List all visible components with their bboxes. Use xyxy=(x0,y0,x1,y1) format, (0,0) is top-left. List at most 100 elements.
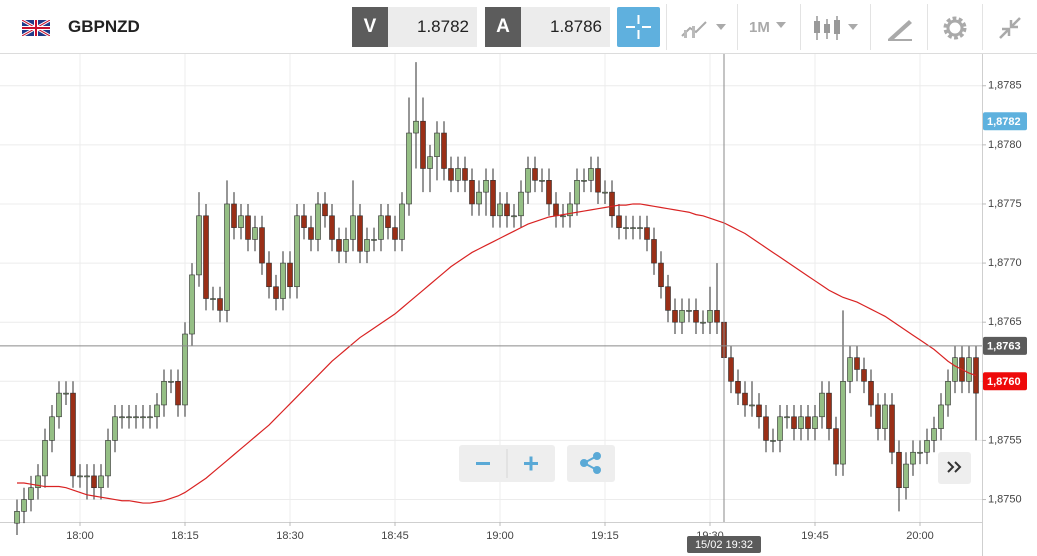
candle-body xyxy=(693,310,699,323)
candle-body xyxy=(322,203,328,217)
candle-body xyxy=(56,392,62,418)
y-tick-label: 1,8765 xyxy=(988,316,1022,328)
candle-style-button[interactable] xyxy=(812,14,862,42)
candle-body xyxy=(469,180,475,205)
candle-body xyxy=(266,262,272,288)
candle-body xyxy=(203,215,209,299)
share-button[interactable] xyxy=(580,452,601,474)
crosshair-time: 15/02 19:32 xyxy=(695,539,753,551)
x-tick-label: 18:15 xyxy=(171,530,199,542)
candle-body xyxy=(875,404,881,429)
candle-body xyxy=(518,191,524,217)
candle-body xyxy=(756,404,762,418)
chart-type-button[interactable] xyxy=(680,16,730,40)
candle-body xyxy=(385,215,391,228)
candle-body xyxy=(84,475,90,478)
candle-body xyxy=(525,168,531,193)
candle-body xyxy=(924,440,930,453)
candle-body xyxy=(665,286,671,311)
candle-body xyxy=(833,428,839,465)
candle-body xyxy=(609,191,615,217)
timeframe[interactable]: 1M xyxy=(749,19,770,36)
candle-body xyxy=(434,132,440,157)
price-badge-label: 1,8782 xyxy=(987,116,1021,128)
candle-body xyxy=(217,298,223,311)
collapse-button[interactable] xyxy=(996,14,1024,42)
candle-body xyxy=(847,357,853,382)
candle-body xyxy=(742,392,748,406)
candle-body xyxy=(175,381,181,406)
scroll-end-icon xyxy=(947,461,962,473)
candle-body xyxy=(812,416,818,429)
candle-body xyxy=(133,416,139,419)
draw-tools-button[interactable] xyxy=(885,14,915,42)
candle-body xyxy=(301,215,307,228)
settings-button[interactable] xyxy=(941,14,969,42)
scroll-end-button[interactable] xyxy=(938,452,971,484)
zoom-out[interactable] xyxy=(476,462,490,465)
price-badge xyxy=(983,336,1027,355)
candle-body xyxy=(399,203,405,240)
crosshair-button[interactable] xyxy=(617,7,660,47)
y-tick-label: 1,8770 xyxy=(988,257,1022,269)
candle-body xyxy=(189,274,195,335)
candle-body xyxy=(252,227,258,240)
zoom-in[interactable] xyxy=(524,456,538,471)
candle-body xyxy=(938,404,944,429)
candle-body xyxy=(105,440,111,477)
candle-body xyxy=(462,168,468,181)
bid-label[interactable]: V xyxy=(352,7,388,47)
candle-body xyxy=(245,215,251,240)
candle-body xyxy=(749,404,755,407)
candle-body xyxy=(595,168,601,193)
candle-body xyxy=(350,215,356,240)
candle-body xyxy=(658,262,664,288)
candle-body xyxy=(903,463,909,489)
candle-body xyxy=(476,191,482,205)
candle-body xyxy=(616,215,622,228)
candle-body xyxy=(763,416,769,441)
candle-body xyxy=(63,392,69,395)
candle-body xyxy=(889,404,895,453)
y-tick-label: 1,8755 xyxy=(988,434,1022,446)
candle-body xyxy=(567,203,573,217)
candle-body xyxy=(455,168,461,181)
candle-body xyxy=(413,120,419,134)
candle-body xyxy=(14,511,20,524)
candle-body xyxy=(910,451,916,465)
candle-body xyxy=(574,180,580,205)
candle-body xyxy=(735,381,741,394)
candle-body xyxy=(819,392,825,418)
candle-body xyxy=(791,416,797,429)
x-tick-label: 19:00 xyxy=(486,530,514,542)
candle-body xyxy=(182,333,188,406)
candle-body xyxy=(91,475,97,489)
candle-body xyxy=(287,262,293,288)
candle-body xyxy=(238,215,244,228)
candle-body xyxy=(154,404,160,418)
candle-body xyxy=(161,381,167,406)
candle-body xyxy=(588,168,594,181)
candle-body xyxy=(511,215,517,218)
candle-body xyxy=(952,357,958,382)
ask-label[interactable]: A xyxy=(485,7,521,47)
candle-body xyxy=(497,203,503,217)
candle-body xyxy=(896,451,902,489)
share-bg xyxy=(567,445,615,482)
candle-body xyxy=(126,416,132,419)
candle-body xyxy=(553,203,559,217)
candle-body xyxy=(168,381,174,383)
candle-body xyxy=(448,168,454,181)
candle-body xyxy=(826,392,832,429)
x-tick-label: 18:00 xyxy=(66,530,94,542)
y-tick-label: 1,8780 xyxy=(988,139,1022,151)
ask-price[interactable]: 1.8786 xyxy=(521,7,610,47)
candle-body xyxy=(602,191,608,194)
candle-body xyxy=(770,440,776,442)
price-badge xyxy=(983,372,1027,391)
bid-price[interactable]: 1.8782 xyxy=(388,7,477,47)
candle-body xyxy=(427,156,433,169)
candle-body xyxy=(637,227,643,229)
candle-body xyxy=(315,203,321,240)
